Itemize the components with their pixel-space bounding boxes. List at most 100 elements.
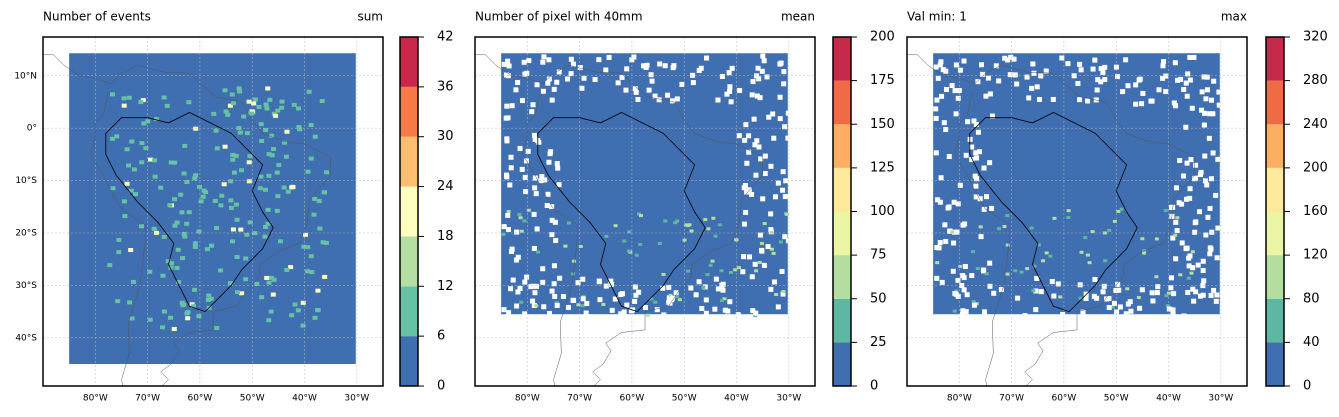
empty-cell bbox=[985, 75, 991, 81]
empty-cell bbox=[713, 276, 719, 282]
empty-cell bbox=[532, 136, 538, 142]
field-cell bbox=[975, 266, 980, 270]
empty-cell bbox=[549, 232, 555, 238]
x-tick-label: 60°W bbox=[619, 394, 644, 404]
field-cell bbox=[230, 227, 236, 232]
empty-cell bbox=[580, 296, 586, 302]
field-cell bbox=[1173, 233, 1178, 237]
field-cell bbox=[1186, 276, 1191, 280]
field-cell bbox=[275, 108, 281, 113]
empty-cell bbox=[1214, 255, 1220, 261]
field-cell bbox=[1044, 251, 1049, 255]
empty-cell bbox=[1170, 235, 1176, 241]
empty-cell bbox=[606, 54, 612, 60]
field-cell bbox=[141, 121, 147, 126]
empty-cell bbox=[665, 92, 671, 98]
field-cell bbox=[181, 231, 187, 236]
field-cell bbox=[622, 239, 627, 243]
empty-cell bbox=[547, 310, 553, 316]
empty-cell bbox=[1191, 54, 1197, 60]
empty-cell bbox=[624, 302, 630, 308]
field-cell bbox=[116, 250, 122, 255]
colorbar-tick-label: 36 bbox=[437, 79, 454, 94]
empty-cell bbox=[1101, 283, 1107, 289]
empty-cell bbox=[943, 127, 949, 133]
field-cell bbox=[689, 229, 694, 233]
field-cell bbox=[205, 297, 211, 302]
basin-outline bbox=[537, 112, 706, 313]
empty-cell bbox=[656, 97, 662, 103]
field-cell bbox=[114, 134, 120, 139]
empty-cell bbox=[517, 285, 523, 291]
empty-cell bbox=[975, 79, 981, 85]
colorbar-segment bbox=[833, 80, 851, 125]
field-cell bbox=[122, 214, 128, 219]
empty-cell bbox=[1174, 185, 1180, 191]
field-cell bbox=[1083, 236, 1088, 240]
empty-cell bbox=[982, 309, 988, 315]
empty-cell bbox=[1187, 195, 1193, 201]
field-cell bbox=[1116, 209, 1121, 213]
field-cell bbox=[1005, 243, 1010, 247]
empty-cell bbox=[1102, 77, 1108, 83]
coastline bbox=[43, 54, 331, 386]
field-cell bbox=[950, 230, 955, 234]
empty-cell bbox=[1204, 74, 1210, 80]
empty-cell bbox=[513, 257, 519, 263]
empty-cell bbox=[777, 116, 783, 122]
empty-cell bbox=[504, 103, 510, 109]
field-cell bbox=[1136, 295, 1141, 299]
empty-cell bbox=[1190, 265, 1196, 271]
empty-cell bbox=[609, 281, 615, 287]
empty-cell bbox=[1178, 76, 1184, 82]
empty-cell bbox=[525, 148, 531, 154]
field-cell bbox=[239, 291, 245, 296]
colorbar-segment bbox=[1266, 342, 1284, 386]
field-cell bbox=[1032, 264, 1037, 268]
empty-cell bbox=[957, 182, 963, 188]
field-cell bbox=[271, 277, 277, 282]
field-cell bbox=[270, 292, 276, 297]
empty-cell bbox=[720, 281, 726, 287]
field-cell bbox=[171, 326, 177, 331]
empty-cell bbox=[1154, 290, 1160, 296]
empty-cell bbox=[1186, 263, 1192, 269]
field-cell bbox=[129, 316, 135, 321]
empty-cell bbox=[519, 166, 525, 172]
field-cell bbox=[319, 98, 325, 103]
empty-cell bbox=[1103, 296, 1109, 302]
empty-cell bbox=[775, 304, 781, 310]
colorbar-segment bbox=[1266, 255, 1284, 299]
empty-cell bbox=[1005, 57, 1011, 63]
empty-cell bbox=[633, 292, 639, 298]
field-cell bbox=[243, 277, 249, 282]
empty-cell bbox=[1208, 292, 1214, 298]
field-cell bbox=[661, 272, 666, 276]
empty-cell bbox=[1202, 110, 1208, 116]
colorbar-segment bbox=[400, 136, 418, 187]
field-cell bbox=[708, 263, 713, 267]
empty-cell bbox=[937, 62, 943, 68]
field-cell bbox=[161, 309, 167, 314]
field-cell bbox=[161, 95, 167, 100]
empty-cell bbox=[1193, 162, 1199, 168]
empty-cell bbox=[1206, 135, 1212, 141]
field-cell bbox=[315, 288, 321, 293]
field-cell bbox=[1019, 270, 1024, 274]
empty-cell bbox=[575, 280, 581, 286]
field-cell bbox=[274, 208, 280, 213]
empty-cell bbox=[505, 212, 511, 218]
empty-cell bbox=[507, 182, 513, 188]
field-cell bbox=[682, 238, 687, 242]
empty-cell bbox=[1123, 57, 1129, 63]
field-cell bbox=[252, 97, 258, 102]
field-cell bbox=[153, 117, 159, 122]
empty-cell bbox=[1102, 64, 1108, 70]
field-cell bbox=[185, 316, 191, 321]
colorbar-segment bbox=[833, 342, 851, 386]
field-cell bbox=[233, 153, 239, 158]
empty-cell bbox=[1168, 275, 1174, 281]
empty-cell bbox=[1183, 80, 1189, 86]
field-cell bbox=[728, 270, 733, 274]
field-cell bbox=[148, 157, 154, 162]
